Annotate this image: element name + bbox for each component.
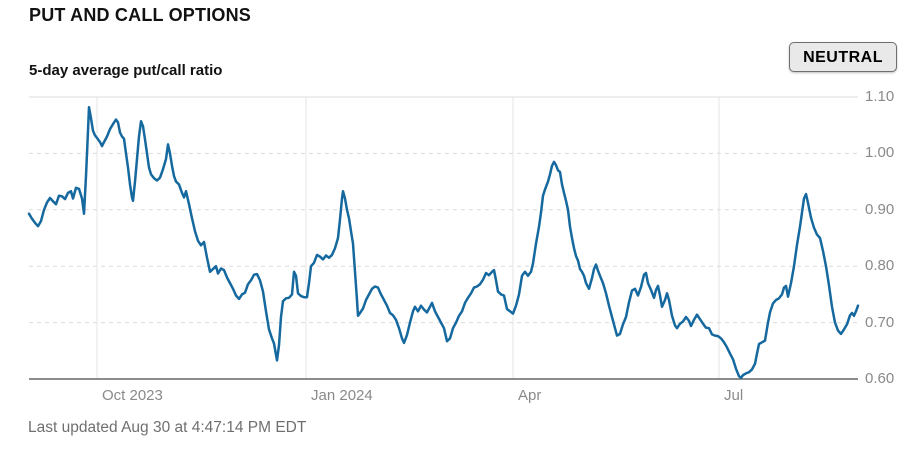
x-axis-tick-label: Oct 2023 (102, 387, 163, 404)
chart-subtitle: 5-day average put/call ratio (29, 62, 223, 79)
last-updated: Last updated Aug 30 at 4:47:14 PM EDT (28, 419, 307, 436)
y-axis-tick-label: 0.60 (865, 370, 895, 387)
x-axis-tick-label: Jul (724, 387, 744, 404)
y-axis-tick-label: 0.90 (865, 200, 895, 218)
x-axis-tick-label: Apr (518, 387, 542, 404)
y-axis-tick-label: 1.10 (865, 88, 895, 105)
y-axis-tick-label: 0.70 (865, 313, 895, 331)
y-axis-tick-label: 0.80 (865, 257, 895, 275)
ratio-line-series (27, 105, 860, 380)
status-badge: NEUTRAL (789, 42, 897, 72)
y-axis-tick-label: 1.00 (865, 144, 895, 162)
x-axis-tick-label: Jan 2024 (311, 387, 373, 404)
page-title: PUT AND CALL OPTIONS (29, 5, 252, 25)
